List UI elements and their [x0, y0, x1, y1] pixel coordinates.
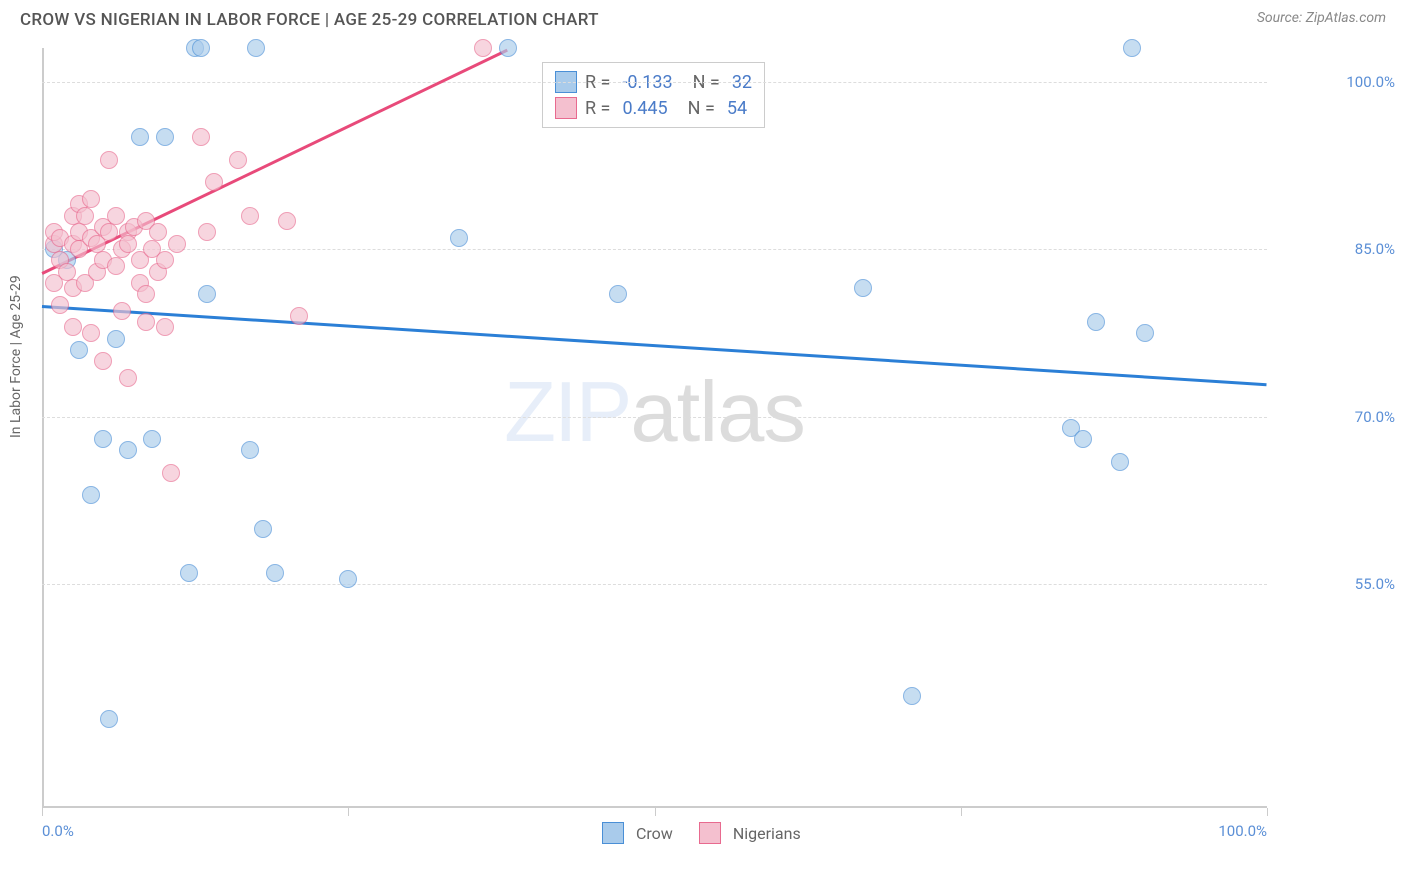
plot-area: ZIPatlas R =-0.133N =32R =0.445N =54 Cro…	[42, 48, 1267, 808]
scatter-point	[100, 710, 118, 728]
scatter-point	[903, 687, 921, 705]
scatter-point	[64, 318, 82, 336]
scatter-point	[254, 520, 272, 538]
scatter-point	[100, 223, 118, 241]
scatter-point	[180, 564, 198, 582]
scatter-point	[107, 207, 125, 225]
scatter-point	[113, 302, 131, 320]
scatter-point	[450, 229, 468, 247]
scatter-point	[241, 441, 259, 459]
scatter-point	[1123, 39, 1141, 57]
chart-title: CROW VS NIGERIAN IN LABOR FORCE | AGE 25…	[20, 10, 599, 30]
scatter-point	[51, 296, 69, 314]
gridline	[42, 249, 1267, 250]
x-tick	[42, 808, 43, 816]
scatter-point	[266, 564, 284, 582]
scatter-point	[156, 318, 174, 336]
scatter-point	[609, 285, 627, 303]
scatter-point	[474, 39, 492, 57]
y-tick-label: 100.0%	[1346, 73, 1395, 91]
y-tick-label: 70.0%	[1355, 408, 1395, 426]
scatter-point	[76, 207, 94, 225]
scatter-point	[1074, 430, 1092, 448]
legend-row: R =0.445N =54	[555, 95, 752, 121]
legend-swatch	[555, 97, 577, 119]
gridline	[42, 584, 1267, 585]
scatter-point	[156, 251, 174, 269]
scatter-point	[278, 212, 296, 230]
scatter-point	[499, 39, 517, 57]
x-tick	[348, 808, 349, 816]
scatter-point	[107, 257, 125, 275]
scatter-point	[241, 207, 259, 225]
scatter-point	[119, 441, 137, 459]
scatter-point	[1136, 324, 1154, 342]
scatter-point	[131, 128, 149, 146]
y-axis-label: In Labor Force | Age 25-29	[8, 275, 24, 438]
scatter-point	[119, 235, 137, 253]
chart-container: In Labor Force | Age 25-29 ZIPatlas R =-…	[0, 38, 1406, 888]
scatter-point	[58, 263, 76, 281]
scatter-point	[198, 223, 216, 241]
chart-source: Source: ZipAtlas.com	[1257, 10, 1386, 30]
x-tick	[1267, 808, 1268, 816]
correlation-legend: R =-0.133N =32R =0.445N =54	[542, 62, 765, 128]
scatter-point	[162, 464, 180, 482]
scatter-point	[107, 330, 125, 348]
legend-swatch	[699, 822, 721, 844]
regression-line	[42, 305, 1267, 386]
y-tick-label: 85.0%	[1355, 240, 1395, 258]
y-tick-label: 55.0%	[1355, 575, 1395, 593]
chart-header: CROW VS NIGERIAN IN LABOR FORCE | AGE 25…	[0, 0, 1406, 38]
scatter-point	[229, 151, 247, 169]
scatter-point	[149, 223, 167, 241]
scatter-point	[137, 285, 155, 303]
scatter-point	[205, 173, 223, 191]
scatter-point	[192, 128, 210, 146]
gridline	[42, 417, 1267, 418]
gridline	[42, 82, 1267, 83]
scatter-point	[137, 313, 155, 331]
scatter-point	[82, 324, 100, 342]
scatter-point	[143, 430, 161, 448]
legend-label: Nigerians	[733, 824, 801, 843]
scatter-point	[100, 151, 118, 169]
scatter-point	[339, 570, 357, 588]
scatter-point	[82, 486, 100, 504]
legend-swatch	[602, 822, 624, 844]
scatter-point	[192, 39, 210, 57]
scatter-point	[854, 279, 872, 297]
x-tick-label: 100.0%	[1218, 822, 1267, 840]
scatter-point	[198, 285, 216, 303]
scatter-point	[82, 190, 100, 208]
scatter-point	[168, 235, 186, 253]
legend-label: Crow	[636, 824, 673, 843]
watermark: ZIPatlas	[504, 364, 805, 462]
x-tick	[655, 808, 656, 816]
scatter-point	[119, 369, 137, 387]
scatter-point	[290, 307, 308, 325]
scatter-point	[156, 128, 174, 146]
x-tick	[961, 808, 962, 816]
scatter-point	[94, 352, 112, 370]
series-legend: Crow Nigerians	[602, 822, 815, 844]
scatter-point	[1111, 453, 1129, 471]
scatter-point	[94, 430, 112, 448]
x-tick-label: 0.0%	[42, 822, 74, 840]
scatter-point	[247, 39, 265, 57]
scatter-point	[1087, 313, 1105, 331]
scatter-point	[70, 341, 88, 359]
